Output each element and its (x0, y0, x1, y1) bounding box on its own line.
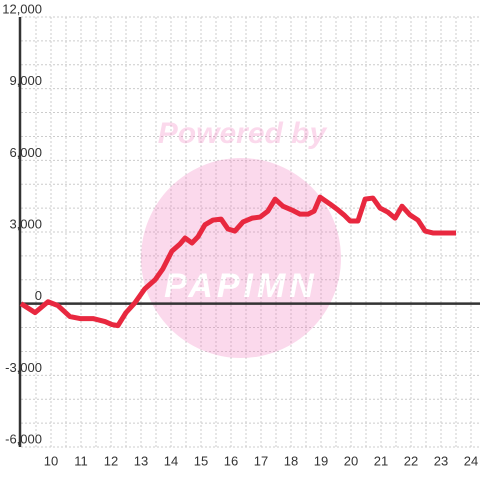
y-tick-label: 0 (35, 288, 42, 303)
watermark-text: PAPIMN (164, 267, 318, 305)
y-tick-label: -6,000 (5, 431, 42, 446)
y-tick-label: 9,000 (9, 73, 42, 88)
x-tick-label: 13 (134, 453, 148, 468)
x-tick-label: 11 (74, 453, 88, 468)
x-tick-label: 23 (434, 453, 448, 468)
x-tick-label: 10 (44, 453, 58, 468)
x-tick-label: 12 (104, 453, 118, 468)
x-tick-label: 24 (464, 453, 478, 468)
x-tick-label: 21 (374, 453, 388, 468)
watermark-text: Powered by (158, 117, 328, 150)
x-tick-label: 20 (344, 453, 358, 468)
data-line (19, 194, 456, 329)
x-tick-label: 22 (404, 453, 418, 468)
x-tick-label: 17 (254, 453, 268, 468)
x-tick-label: 15 (194, 453, 208, 468)
y-tick-label: -3,000 (5, 360, 42, 375)
x-tick-label: 16 (224, 453, 238, 468)
y-tick-label: 3,000 (9, 216, 42, 231)
x-tick-label: 14 (164, 453, 178, 468)
y-tick-label: 12,000 (2, 1, 42, 16)
x-tick-label: 19 (314, 453, 328, 468)
y-tick-label: 6,000 (9, 145, 42, 160)
x-tick-label: 18 (284, 453, 298, 468)
